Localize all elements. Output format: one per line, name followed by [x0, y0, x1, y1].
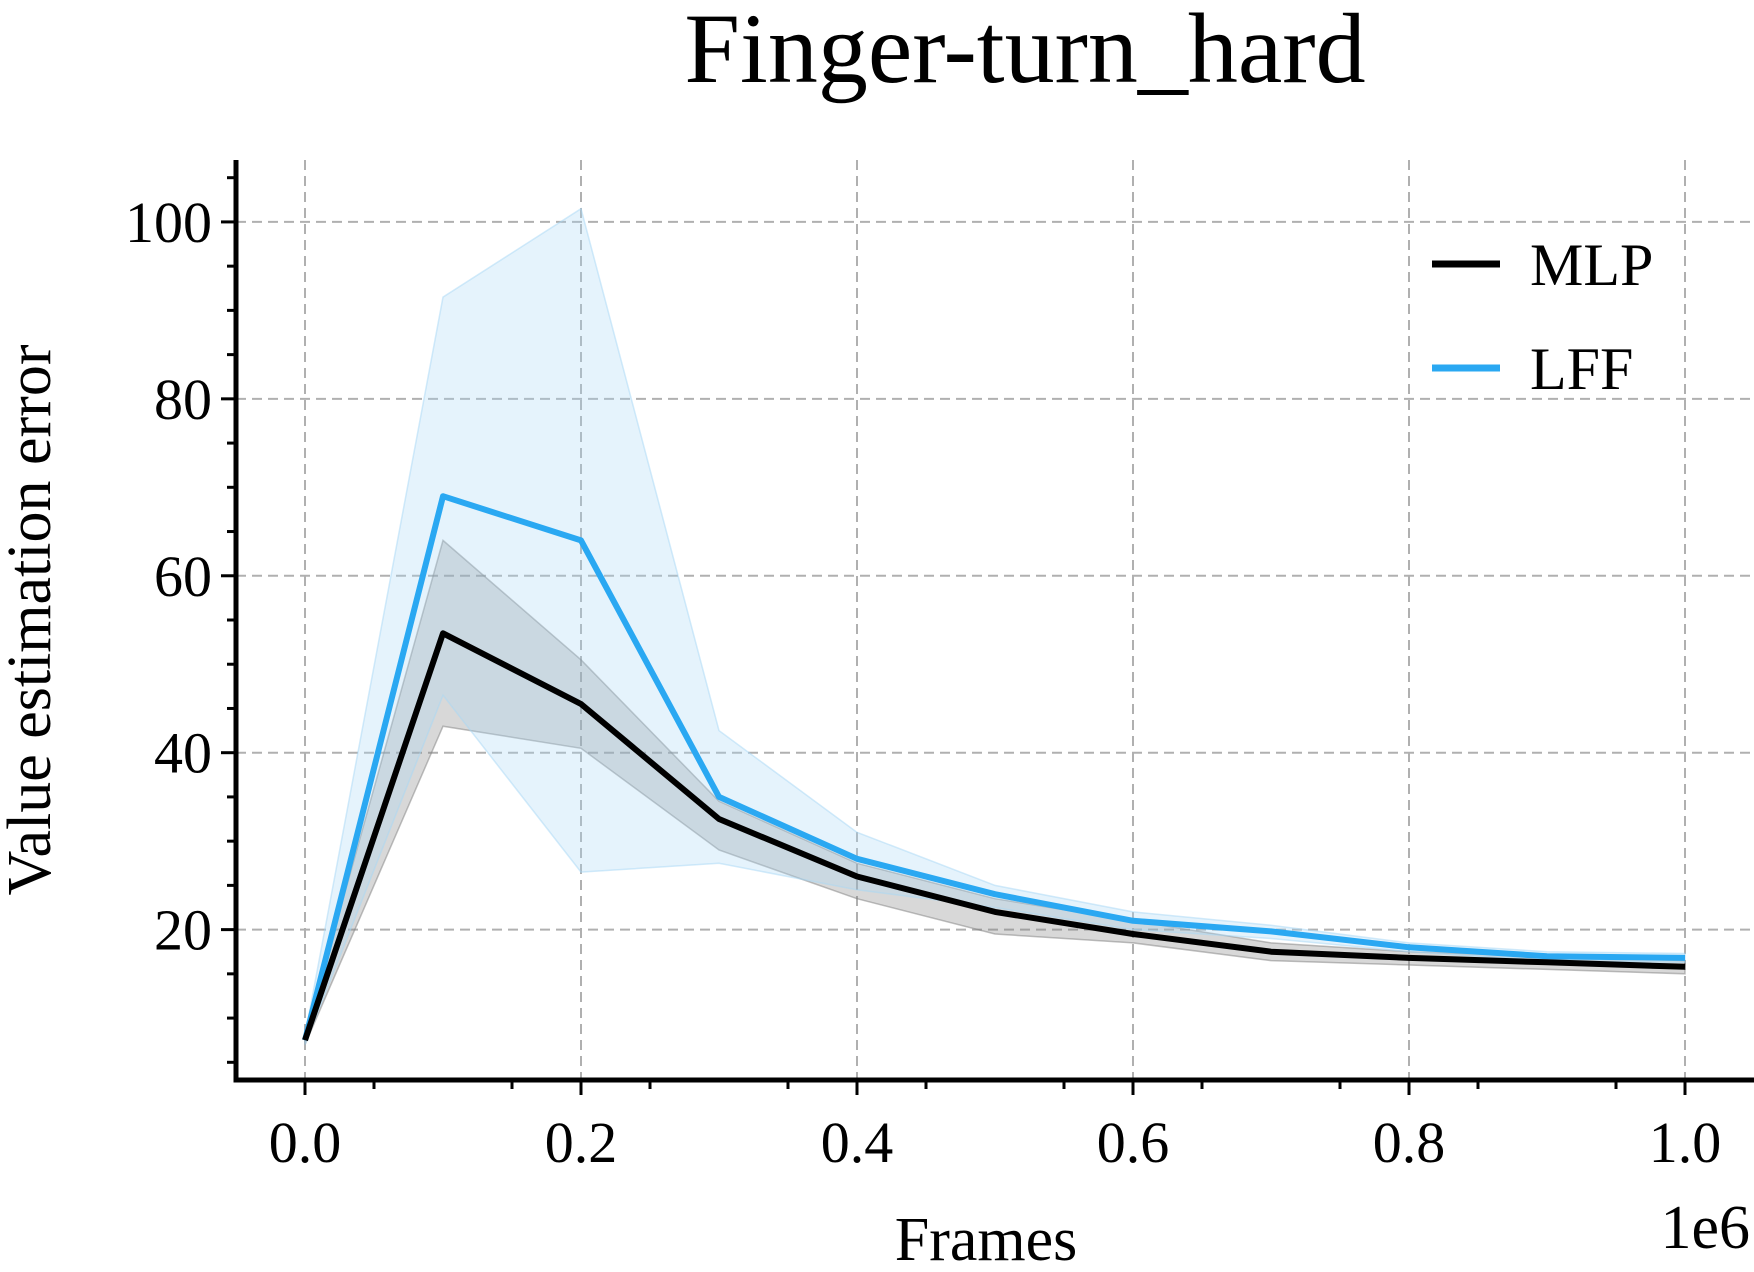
x-tick-label-1: 0.2 [545, 1110, 618, 1175]
y-tick-label-1: 40 [154, 721, 212, 786]
y-axis-label: Value estimation error [0, 344, 64, 895]
y-tick-label-2: 60 [154, 544, 212, 609]
band-lff [304, 207, 1686, 1045]
series-line-mlp [302, 630, 1686, 1042]
x-tick-label-0: 0.0 [269, 1110, 342, 1175]
y-tick-label-3: 80 [154, 367, 212, 432]
confidence-bands [304, 207, 1686, 1045]
x-tick-label-3: 0.6 [1097, 1110, 1170, 1175]
x-tick-label-5: 1.0 [1649, 1110, 1722, 1175]
legend: MLP LFF [1432, 232, 1653, 402]
x-tick-label-2: 0.4 [821, 1110, 894, 1175]
chart-title: Finger-turn_hard [684, 0, 1365, 104]
legend-label-mlp: MLP [1530, 232, 1653, 298]
legend-label-lff: LFF [1530, 336, 1633, 402]
series-lines [302, 493, 1686, 1042]
grid [236, 160, 1754, 1080]
x-axis-label: Frames [895, 1206, 1078, 1272]
series-line-lff [302, 493, 1686, 1041]
x-offset-label: 1e6 [1660, 1194, 1750, 1262]
y-tick-label-4: 100 [125, 190, 212, 255]
y-tick-label-0: 20 [154, 898, 212, 963]
band-mlp [304, 539, 1686, 1045]
axes: 0.0 0.2 0.4 0.6 0.8 1.0 20 40 60 80 100 [125, 160, 1754, 1175]
x-tick-label-4: 0.8 [1373, 1110, 1446, 1175]
